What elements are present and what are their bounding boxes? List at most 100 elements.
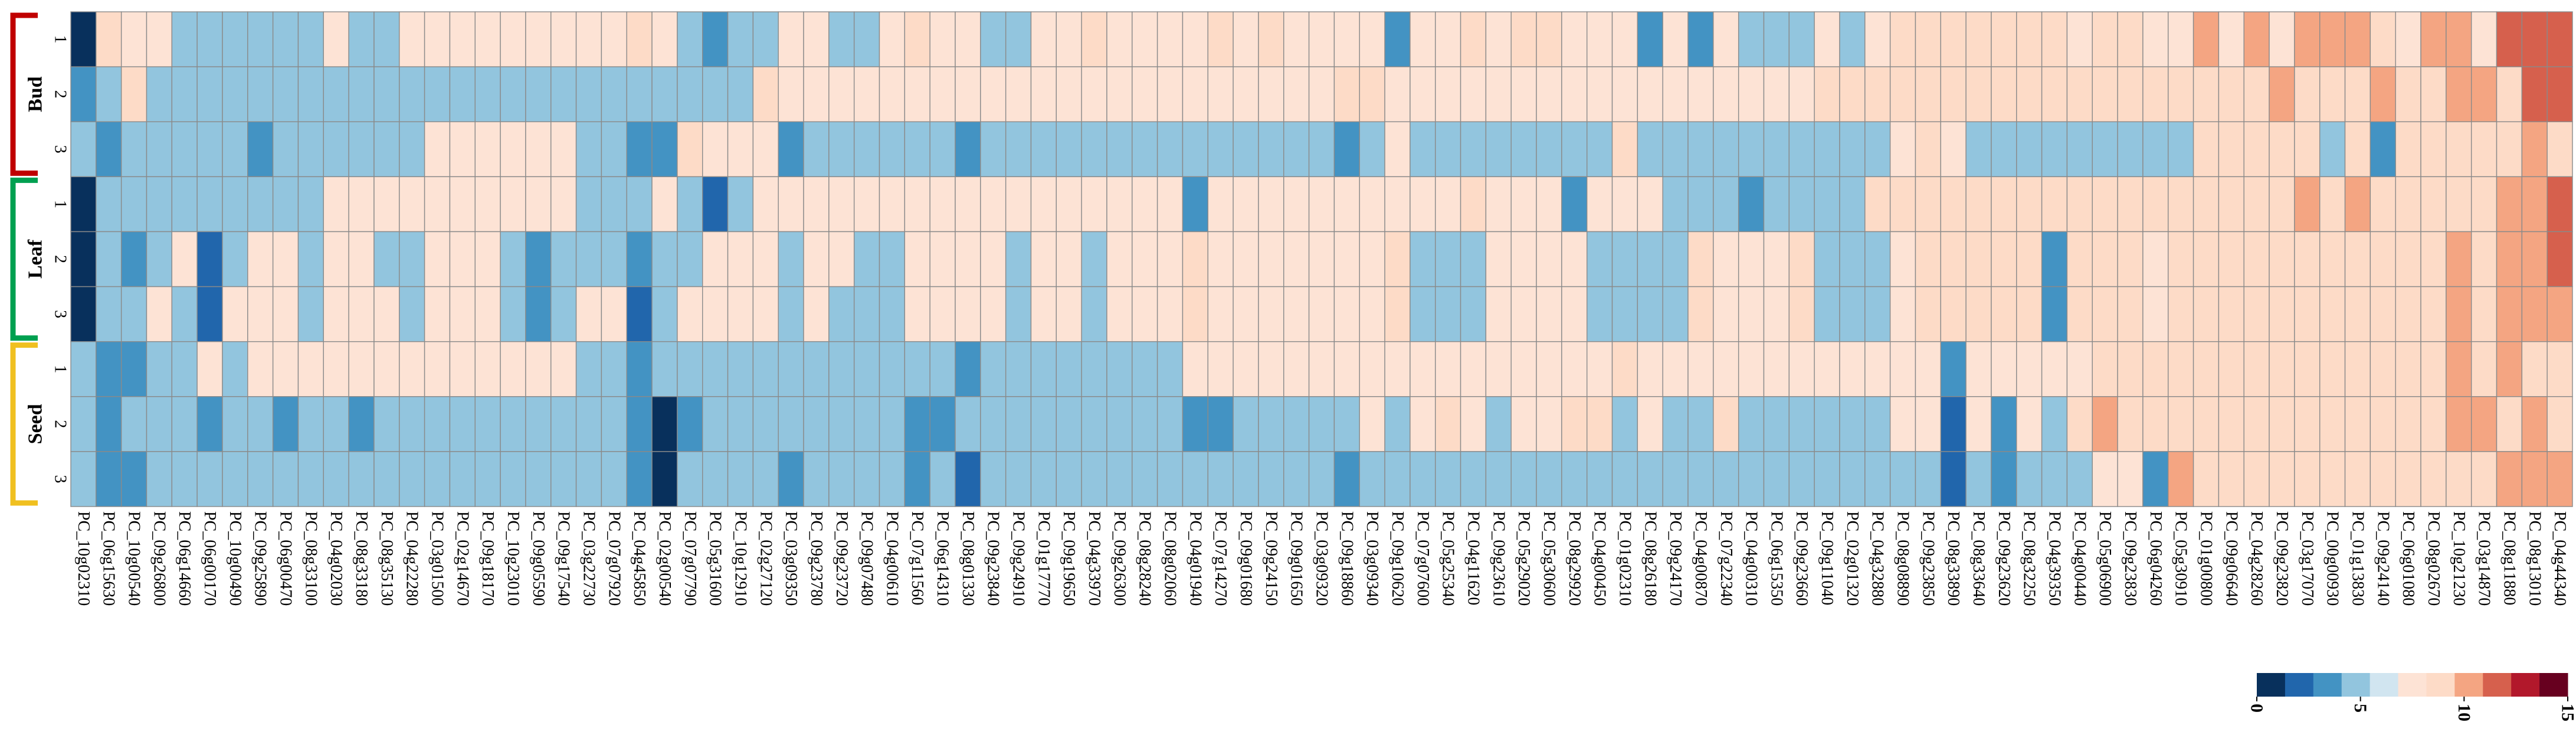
heatmap-cell [2395,66,2421,122]
heatmap-cell [2344,341,2371,397]
heatmap-cell [2294,341,2321,397]
heatmap-cell [677,66,703,122]
heatmap-cell [778,66,804,122]
replicate-label: 2 [51,90,70,99]
tissue-label-leaf: Leaf [25,239,47,279]
heatmap-cell [1207,341,1234,397]
heatmap-cell [474,341,501,397]
gene-label: PC_05g31600 [706,511,725,606]
heatmap-cell [1460,11,1487,67]
heatmap-cell [1207,451,1234,507]
gene-label: PC_04g02030 [327,511,345,606]
replicate-label: 1 [51,200,70,208]
heatmap-cell [1435,451,1461,507]
heatmap-cell [550,341,577,397]
heatmap-cell [2395,286,2421,342]
gene-label: PC_08g11880 [2500,511,2518,605]
heatmap-cell [424,396,451,452]
heatmap-cell [2294,396,2321,452]
heatmap-cell [1763,396,1790,452]
heatmap-cell [1233,286,1259,342]
colorbar-swatch [2398,673,2427,697]
heatmap-cell [1814,396,1840,452]
heatmap-cell [1258,176,1284,233]
heatmap-cell [297,11,324,67]
heatmap-cell [1182,11,1208,67]
heatmap-cell [2420,121,2447,178]
heatmap-cell [348,341,375,397]
colorbar-swatch [2313,673,2342,697]
heatmap-cell [651,451,678,507]
heatmap-cell [778,176,804,233]
heatmap-cell [677,451,703,507]
gene-label: PC_01g00800 [2197,511,2215,606]
heatmap-cell [424,231,451,288]
gene-label: PC_07g07600 [1414,511,1432,606]
replicate-label: 2 [51,255,70,263]
heatmap-cell [272,231,299,288]
heatmap-cell [399,286,425,342]
heatmap-cell [727,396,754,452]
heatmap-cell [1611,286,1638,342]
heatmap-cell [1738,396,1765,452]
heatmap-cell [2092,396,2118,452]
heatmap-cell [1965,176,1992,233]
gene-label: PC_08g33100 [301,511,320,606]
heatmap-cell [929,396,956,452]
heatmap-cell [2546,231,2573,288]
heatmap-cell [929,11,956,67]
heatmap-cell [297,286,324,342]
heatmap-cell [601,176,627,233]
heatmap-cell [2218,286,2244,342]
heatmap-cell [2243,286,2270,342]
heatmap-cell [2218,396,2244,452]
heatmap-cell [2470,286,2498,342]
heatmap-cell [1991,121,2017,178]
heatmap-cell [1965,286,1992,342]
heatmap-cell [2496,286,2523,342]
heatmap-cell [1283,11,1310,67]
gene-label: PC_04g01940 [1186,511,1204,606]
heatmap-cell [399,66,425,122]
heatmap-cell [955,451,981,507]
heatmap-cell [70,176,97,233]
heatmap-cell [1586,451,1613,507]
heatmap-cell [1207,286,1234,342]
heatmap-cell [1435,231,1461,288]
heatmap-cell [879,451,906,507]
heatmap-cell [601,121,627,178]
replicate-label: 1 [51,365,70,373]
heatmap-cell [879,341,906,397]
heatmap-cell [727,341,754,397]
heatmap-cell [500,286,526,342]
heatmap-cell [1258,11,1284,67]
heatmap-cell [146,66,173,122]
heatmap-cell [146,341,173,397]
heatmap-cell [2446,341,2472,397]
heatmap-cell [222,121,248,178]
heatmap-cell [2369,66,2396,122]
heatmap-cell [373,341,400,397]
heatmap-cell [247,286,274,342]
heatmap-cell [449,176,476,233]
heatmap-cell [196,66,223,122]
heatmap-cell [980,176,1007,233]
heatmap-cell [171,451,198,507]
heatmap-cell [651,341,678,397]
heatmap-cell [1864,231,1891,288]
heatmap-cell [449,231,476,288]
heatmap-cell [1889,286,1916,342]
gene-label: PC_10g12910 [731,511,749,606]
heatmap-cell [1156,286,1184,342]
heatmap-cell [1611,11,1638,67]
heatmap-cell [2092,341,2118,397]
heatmap-cell [70,341,97,397]
gene-label: PC_07g22340 [1717,511,1735,606]
heatmap-cell [1561,451,1588,507]
heatmap-cell [904,176,930,233]
heatmap-cell [1308,11,1335,67]
heatmap-cell [1333,286,1360,342]
heatmap-cell [1687,11,1714,67]
heatmap-cell [1561,341,1588,397]
heatmap-cell [1308,396,1335,452]
